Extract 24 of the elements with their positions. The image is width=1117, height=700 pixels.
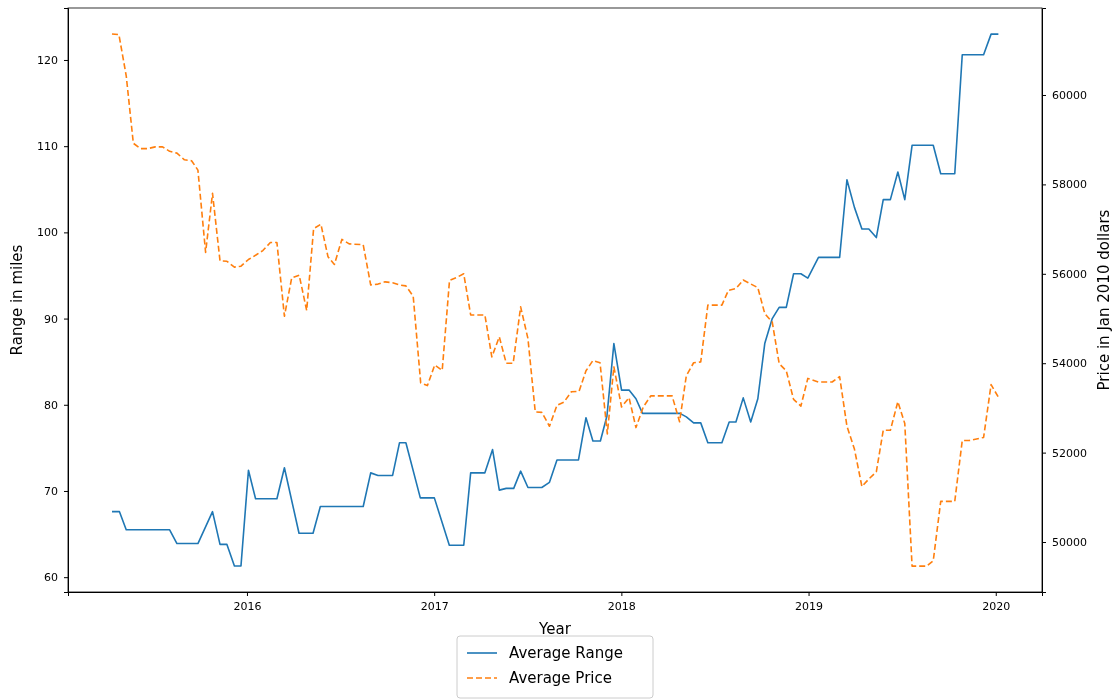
x-tick-label: 2017	[420, 599, 449, 613]
y2-tick-label: 60000	[1052, 89, 1087, 103]
x-axis-title: Year	[538, 620, 572, 638]
x-tick-label: 2018	[607, 599, 636, 613]
x-tick-label: 2016	[233, 599, 262, 613]
y2-tick-label: 56000	[1052, 267, 1087, 281]
y-axis-title: Range in miles	[8, 244, 26, 356]
x-tick-label: 2020	[982, 599, 1011, 613]
x-tick-label: 2019	[795, 599, 824, 613]
y-tick-label: 120	[37, 54, 58, 67]
y-tick-label: 70	[44, 484, 58, 498]
y2-tick-label: 52000	[1052, 446, 1087, 460]
y2-tick-label: 54000	[1052, 357, 1087, 371]
y-tick-label: 60	[44, 571, 58, 585]
y2-axis-title: Price in Jan 2010 dollars	[1095, 209, 1113, 391]
line-series	[111, 33, 1000, 567]
y-tick-label: 90	[44, 312, 58, 326]
legend-label: Average Price	[509, 669, 612, 687]
y-tick-label: 100	[37, 226, 58, 240]
y-tick-label: 80	[44, 398, 58, 412]
y2-tick-label: 58000	[1052, 178, 1087, 192]
y-tick-label: 110	[37, 140, 58, 154]
legend-label: Average Range	[509, 644, 623, 662]
y2-tick-label: 50000	[1052, 536, 1087, 550]
